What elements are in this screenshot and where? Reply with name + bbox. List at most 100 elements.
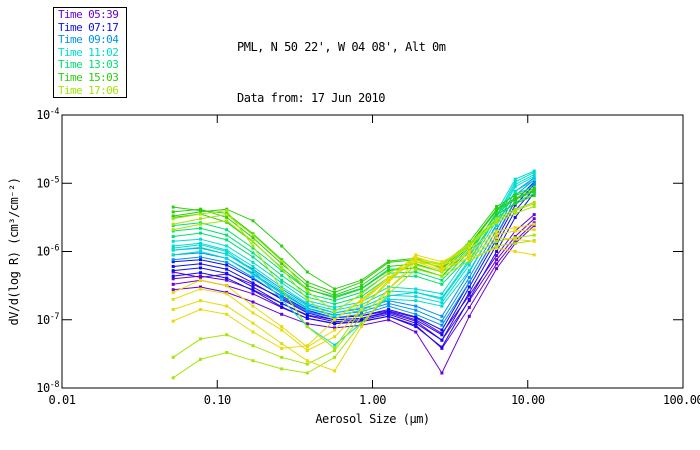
series-marker — [225, 233, 229, 237]
series-marker — [199, 212, 202, 216]
series-marker — [225, 292, 229, 296]
series-marker — [333, 349, 337, 352]
series-marker — [333, 355, 337, 359]
series-marker — [440, 301, 444, 305]
series-marker — [305, 316, 309, 320]
series-marker — [387, 280, 391, 284]
series-marker — [305, 371, 309, 375]
series-marker — [513, 250, 517, 253]
series-marker — [440, 278, 444, 282]
series-marker — [251, 285, 255, 289]
series-marker — [280, 273, 284, 277]
series-marker — [171, 244, 175, 248]
series-marker — [414, 330, 418, 334]
series-marker — [199, 237, 202, 241]
series-marker — [387, 301, 391, 305]
series-marker — [387, 312, 391, 316]
series-marker — [280, 305, 284, 309]
series-marker — [280, 292, 284, 296]
series-marker — [467, 275, 471, 279]
series-marker — [199, 255, 202, 259]
series-marker — [513, 180, 517, 184]
series-marker — [414, 308, 418, 312]
series-marker — [280, 342, 284, 346]
series-marker — [414, 255, 418, 259]
series-marker — [440, 304, 444, 308]
series-marker — [440, 260, 444, 264]
series-marker — [305, 304, 309, 308]
series-marker — [305, 301, 309, 305]
series-marker — [305, 307, 309, 311]
series-marker — [251, 311, 255, 315]
series-marker — [532, 213, 536, 217]
series-marker — [199, 266, 202, 270]
series-marker — [333, 287, 337, 291]
series-marker — [513, 189, 517, 193]
series-marker — [513, 237, 517, 241]
series-marker — [280, 301, 284, 305]
series-marker — [251, 244, 255, 248]
series-marker — [467, 290, 471, 294]
series-marker — [251, 292, 255, 296]
y-tick-label: 10-8 — [36, 380, 59, 395]
series-marker — [495, 217, 499, 221]
series-marker — [532, 233, 536, 237]
legend-item: Time 17:06 — [58, 83, 119, 97]
legend-item: Time 05:39 — [58, 8, 119, 21]
series-marker — [513, 196, 517, 200]
series-marker — [251, 359, 255, 363]
series-marker — [440, 269, 444, 273]
series-marker — [440, 282, 444, 286]
series-marker — [305, 284, 309, 288]
series-marker — [171, 239, 175, 243]
series-marker — [225, 271, 229, 275]
series-marker — [513, 215, 517, 219]
series-marker — [360, 306, 363, 309]
series-marker — [225, 263, 229, 267]
plot-frame — [61, 114, 684, 389]
series-marker — [414, 274, 418, 278]
series-marker — [513, 202, 517, 206]
series-marker — [171, 376, 175, 380]
series-marker — [199, 308, 202, 311]
series-marker — [333, 306, 337, 309]
series-marker — [171, 277, 175, 281]
series-marker — [171, 355, 175, 359]
series-marker — [360, 295, 363, 298]
series-marker — [199, 275, 202, 279]
series-marker — [199, 299, 202, 303]
series-marker — [333, 326, 337, 330]
series-marker — [333, 314, 337, 318]
series-marker — [280, 328, 284, 332]
series-marker — [532, 202, 536, 206]
series-marker — [333, 310, 337, 314]
series-marker — [532, 185, 536, 189]
series-marker — [305, 310, 309, 314]
series-marker — [495, 205, 499, 208]
series-marker — [171, 282, 175, 286]
series-marker — [414, 253, 418, 257]
series-marker — [305, 297, 309, 301]
series-marker — [171, 214, 175, 218]
series-marker — [251, 219, 255, 223]
series-marker — [199, 231, 202, 235]
series-marker — [171, 265, 175, 268]
series-marker — [467, 314, 471, 318]
series-marker — [225, 209, 229, 213]
series-marker — [225, 260, 229, 264]
series-marker — [360, 284, 363, 288]
series-marker — [280, 269, 284, 273]
series-marker — [532, 192, 536, 195]
series-marker — [333, 335, 337, 339]
series-marker — [513, 241, 517, 245]
series-marker — [532, 181, 536, 185]
series-marker — [467, 259, 471, 263]
series-marker — [171, 319, 175, 323]
legend-item: Time 15:03 — [58, 70, 119, 84]
series-marker — [199, 262, 202, 266]
series-marker — [532, 169, 536, 173]
y-tick-label: 10-5 — [36, 175, 59, 190]
series-marker — [387, 275, 391, 279]
series-marker — [440, 319, 444, 323]
series-marker — [387, 287, 391, 291]
